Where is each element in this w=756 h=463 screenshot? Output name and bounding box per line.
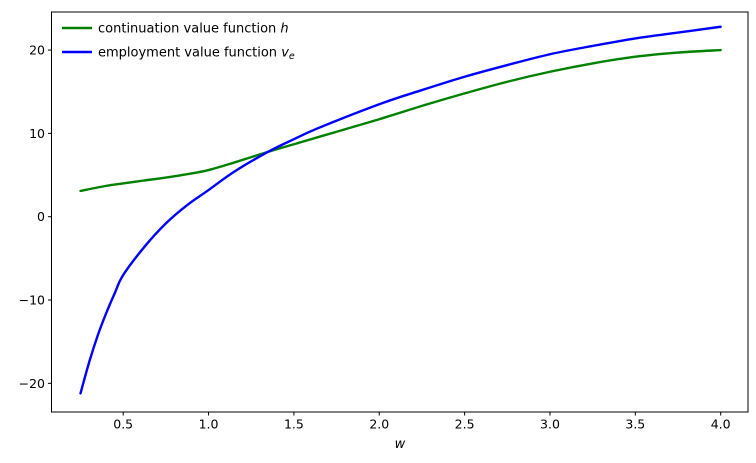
curve-employment-value [79,25,722,395]
plot-area [51,11,749,413]
y-tick-label: −20 [19,376,45,391]
legend-label-employment-value: employment value function ve [98,46,295,63]
y-tick-label: 0 [37,209,45,224]
curves [79,25,722,395]
x-tick-label: 1.0 [199,417,219,432]
legend-entry-continuation-value: continuation value function h [62,22,289,37]
x-tick-label: 0.5 [113,417,133,432]
y-tick-label: −10 [19,293,45,308]
x-tick-label: 2.0 [369,417,389,432]
legend-entry-employment-value: employment value function ve [62,46,295,63]
y-axis-ticks: −20 −10 0 10 20 [19,43,52,391]
x-tick-label: 3.5 [625,417,645,432]
x-axis-label: w [395,437,406,452]
x-tick-label: 1.5 [284,417,304,432]
x-tick-label: 3.0 [540,417,560,432]
y-tick-label: 10 [29,126,45,141]
x-tick-label: 4.0 [711,417,731,432]
curve-continuation-value [79,48,722,193]
legend: continuation value function h employment… [62,22,295,63]
y-tick-label: 20 [29,43,45,58]
legend-label-continuation-value: continuation value function h [98,22,289,37]
x-axis-ticks: 0.5 1.0 1.5 2.0 2.5 3.0 3.5 4.0 [113,412,731,432]
x-tick-label: 2.5 [455,417,475,432]
